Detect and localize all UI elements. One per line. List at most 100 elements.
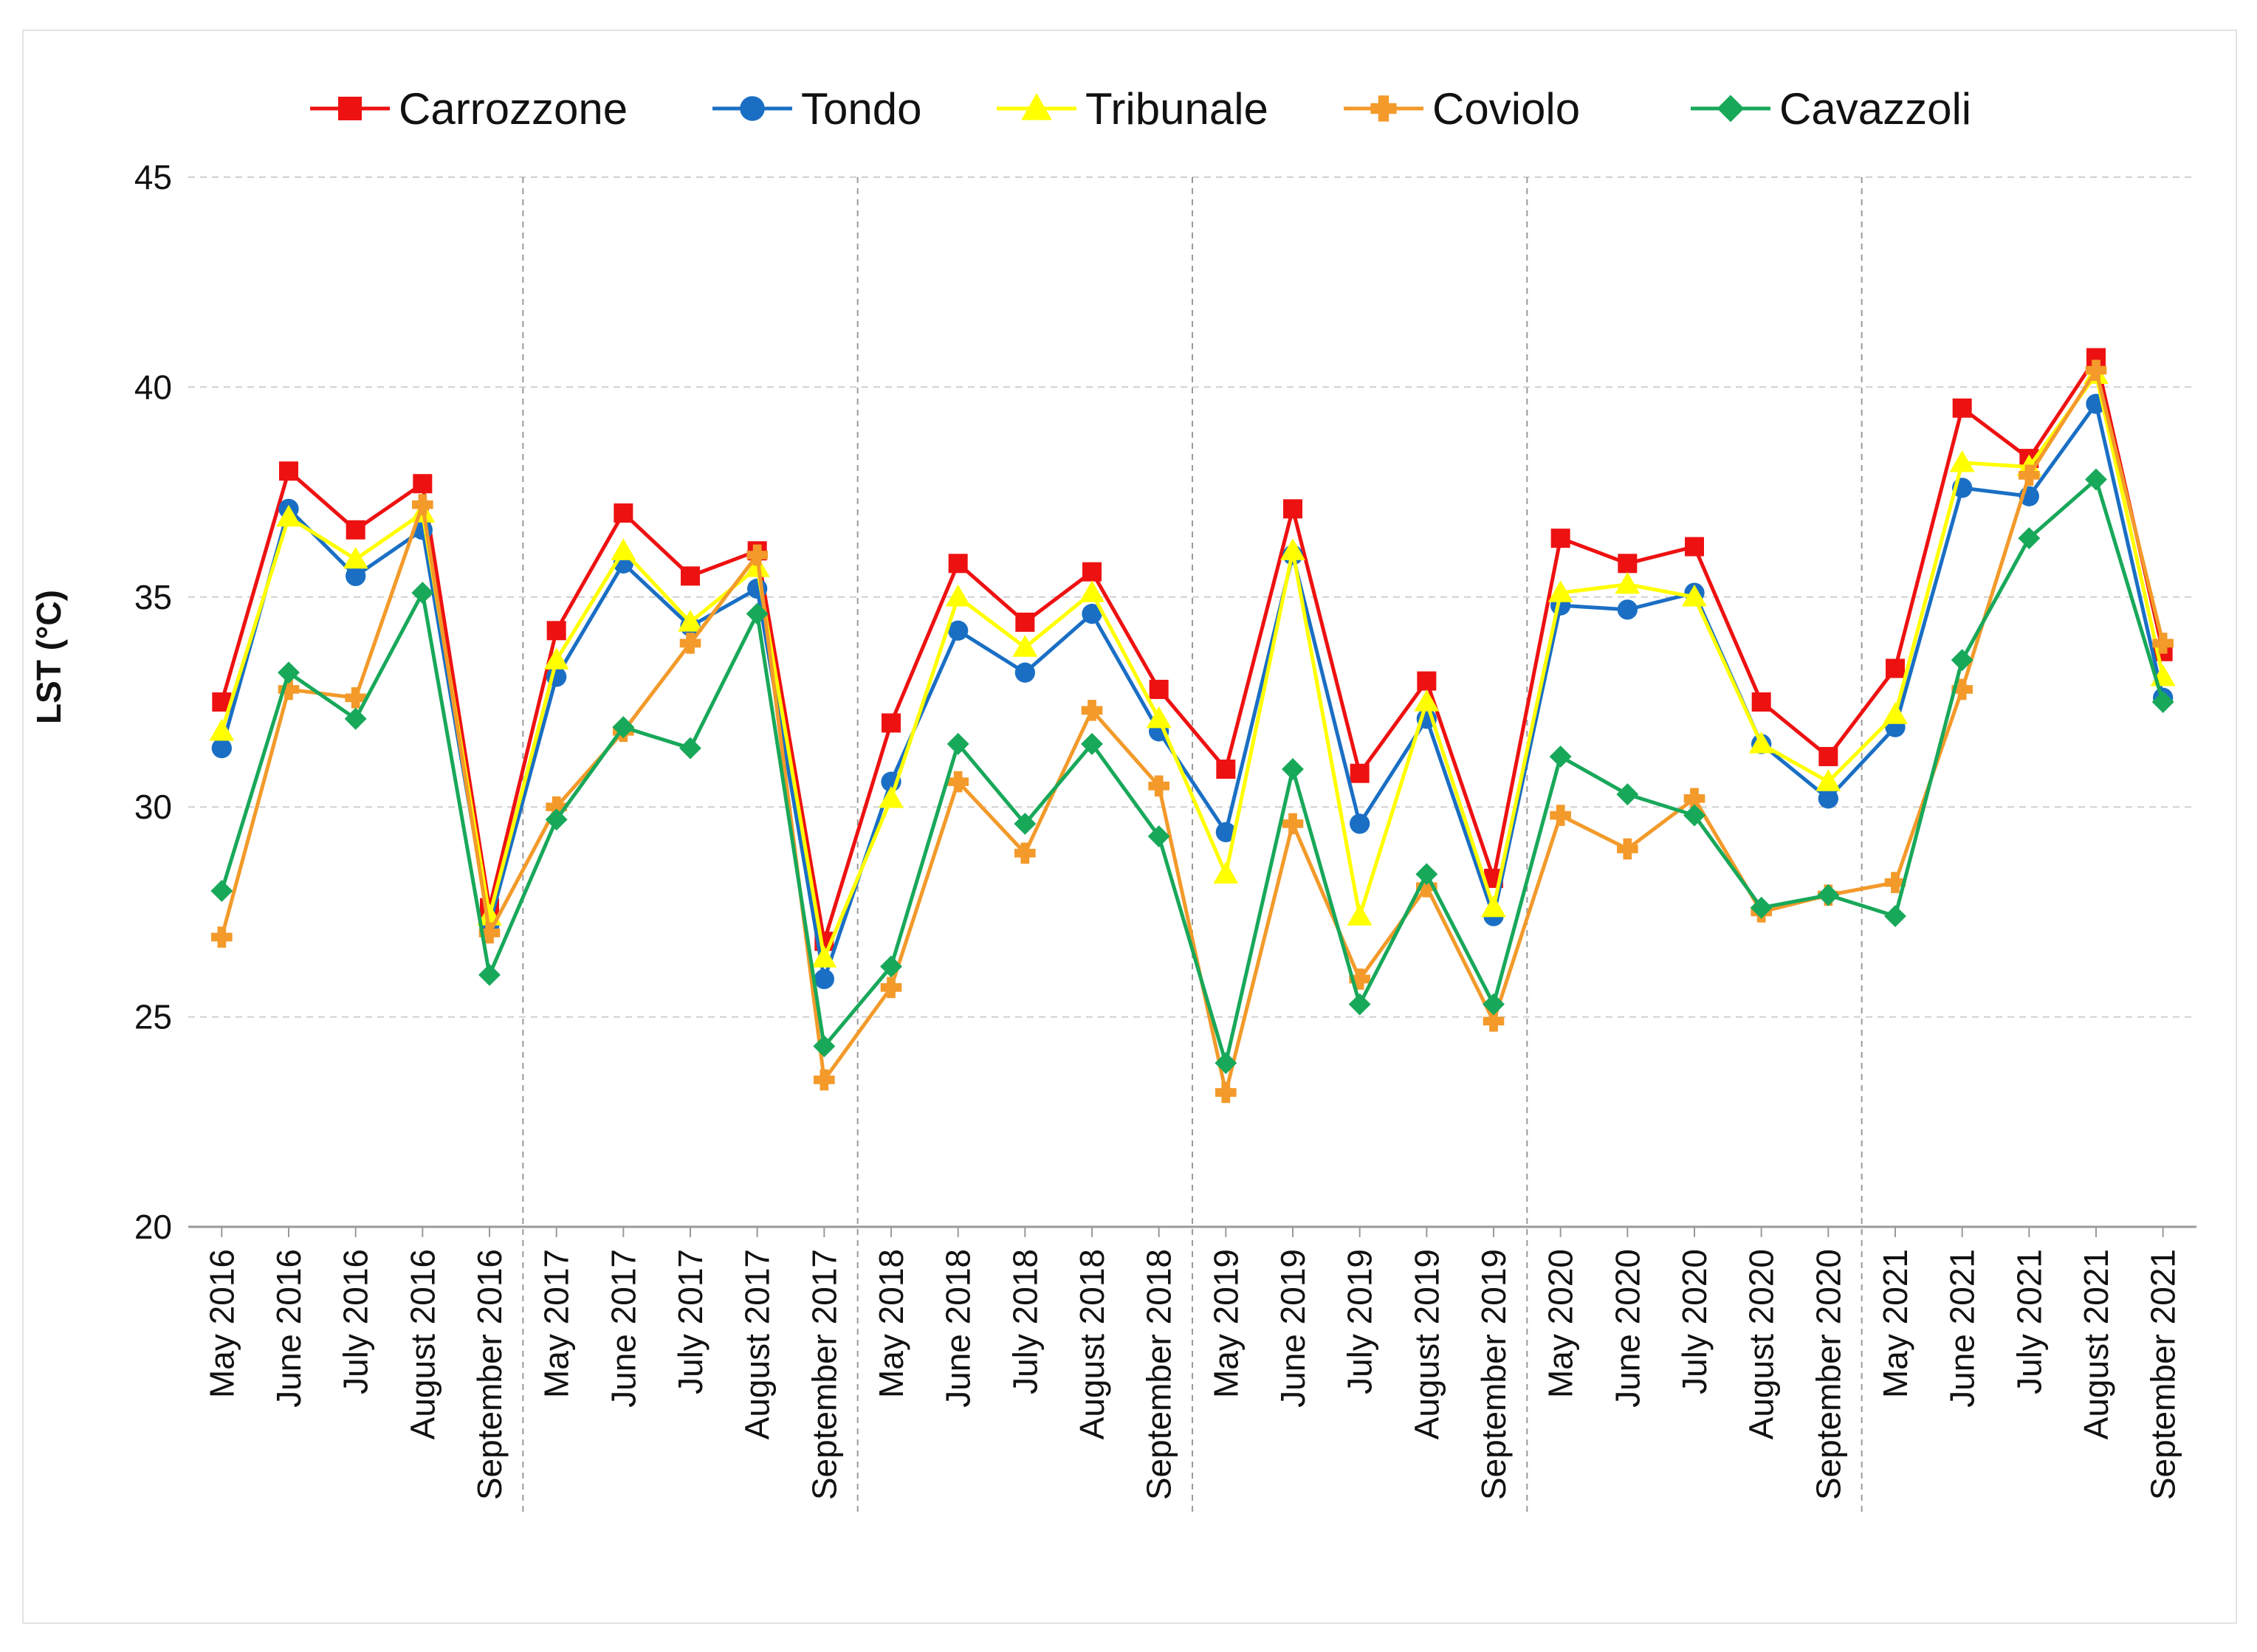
- data-point-coviolo: [1282, 813, 1304, 835]
- data-point-coviolo: [345, 687, 366, 709]
- data-point-tribunale: [1146, 706, 1172, 729]
- data-point-carrozzone: [1952, 398, 1972, 418]
- data-point-coviolo: [1081, 700, 1103, 721]
- data-point-coviolo: [1416, 875, 1437, 898]
- y-tick-label: 40: [134, 368, 172, 406]
- data-point-tondo: [747, 578, 768, 599]
- data-point-cavazzoli: [1817, 884, 1840, 906]
- data-point-coviolo: [947, 771, 969, 793]
- data-point-tribunale: [1547, 580, 1573, 602]
- legend-item-cavazzoli: Cavazzoli: [1691, 84, 1971, 134]
- data-point-coviolo: [814, 1069, 835, 1091]
- data-point-cavazzoli: [1415, 863, 1438, 886]
- data-point-tondo: [211, 737, 232, 759]
- series-coviolo: [211, 359, 2174, 1104]
- x-tick-label: September 2017: [805, 1249, 843, 1500]
- legend-label: Coviolo: [1432, 84, 1580, 134]
- data-point-cavazzoli: [1951, 649, 1973, 672]
- data-point-cavazzoli: [1282, 758, 1304, 780]
- x-tick-label: September 2019: [1474, 1249, 1513, 1500]
- x-tick-label: July 2017: [671, 1249, 710, 1394]
- legend-marker-tribunale: [1021, 93, 1052, 120]
- data-point-carrozzone: [1751, 692, 1771, 712]
- data-point-carrozzone: [1283, 499, 1302, 519]
- data-point-cavazzoli: [1014, 813, 1037, 835]
- series-line-tondo: [219, 402, 2165, 981]
- legend-item-tribunale: Tribunale: [997, 84, 1268, 134]
- y-tick-label: 25: [134, 998, 172, 1036]
- data-point-tondo: [1082, 603, 1102, 624]
- data-point-tondo: [948, 620, 969, 641]
- data-point-carrozzone: [1886, 658, 1905, 678]
- data-point-coviolo: [1014, 842, 1036, 864]
- data-point-coviolo: [679, 633, 701, 654]
- data-point-cavazzoli: [344, 707, 367, 730]
- data-point-cavazzoli: [2018, 527, 2041, 550]
- data-point-tondo: [1014, 662, 1035, 683]
- legend-marker-tondo: [740, 96, 765, 121]
- data-point-coviolo: [1349, 968, 1370, 990]
- data-point-tribunale: [1414, 689, 1440, 712]
- data-point-carrozzone: [1149, 679, 1169, 699]
- data-point-tribunale: [945, 584, 971, 607]
- x-tick-label: September 2020: [1809, 1249, 1847, 1500]
- series-line-tribunale: [219, 372, 2165, 960]
- x-tick-label: May 2016: [202, 1249, 241, 1398]
- legend-marker-carrozzone: [338, 97, 362, 120]
- data-point-coviolo: [1617, 838, 1638, 860]
- data-point-tondo: [1818, 788, 1838, 809]
- data-point-carrozzone: [279, 461, 298, 481]
- data-point-coviolo: [2019, 464, 2040, 486]
- data-point-coviolo: [2085, 359, 2107, 381]
- data-point-coviolo: [1683, 788, 1705, 810]
- data-point-cavazzoli: [1616, 783, 1639, 806]
- x-tick-label: May 2019: [1206, 1249, 1245, 1398]
- data-point-coviolo: [746, 544, 768, 566]
- series-line-cavazzoli: [219, 478, 2165, 1065]
- data-point-tribunale: [1682, 584, 1707, 607]
- data-point-cavazzoli: [1215, 1052, 1237, 1075]
- x-tick-label: September 2018: [1140, 1249, 1178, 1500]
- data-point-tribunale: [1615, 571, 1641, 594]
- legend-label: Tondo: [801, 84, 921, 134]
- x-tick-label: May 2018: [872, 1249, 910, 1398]
- data-point-tribunale: [1012, 635, 1038, 657]
- data-point-carrozzone: [546, 621, 566, 641]
- x-tick-label: June 2016: [269, 1249, 308, 1408]
- x-tick-label: August 2020: [1742, 1249, 1781, 1439]
- x-tick-label: August 2016: [403, 1249, 442, 1439]
- series-line-coviolo: [219, 368, 2165, 1095]
- x-tick-label: July 2019: [1341, 1249, 1379, 1394]
- data-point-tribunale: [1079, 580, 1105, 602]
- data-point-coviolo: [1884, 872, 1906, 893]
- data-point-coviolo: [278, 678, 300, 701]
- data-point-tribunale: [1949, 450, 1975, 472]
- data-point-coviolo: [412, 494, 433, 515]
- x-tick-label: May 2021: [1876, 1249, 1914, 1398]
- data-point-cavazzoli: [679, 737, 701, 760]
- data-point-cavazzoli: [278, 661, 300, 684]
- legend-item-tondo: Tondo: [712, 84, 921, 134]
- data-point-tribunale: [543, 647, 569, 670]
- data-point-cavazzoli: [1683, 804, 1705, 827]
- data-point-coviolo: [1951, 678, 1973, 701]
- legend-marker-cavazzoli: [1717, 94, 1745, 123]
- y-tick-label: 35: [134, 578, 172, 616]
- legend-item-coviolo: Coviolo: [1344, 84, 1580, 134]
- data-point-carrozzone: [346, 520, 365, 540]
- data-point-cavazzoli: [411, 582, 434, 605]
- series-line-carrozzone: [219, 356, 2165, 943]
- data-point-carrozzone: [1015, 612, 1035, 632]
- data-point-coviolo: [1483, 1010, 1505, 1032]
- x-tick-label: July 2021: [2010, 1249, 2048, 1394]
- data-point-tondo: [1350, 813, 1370, 834]
- y-tick-label: 45: [134, 158, 172, 196]
- y-axis-title: LST (°C): [30, 590, 68, 724]
- data-point-carrozzone: [413, 474, 433, 494]
- data-point-carrozzone: [1082, 562, 1102, 582]
- data-point-cavazzoli: [1081, 732, 1103, 755]
- data-point-tribunale: [1347, 904, 1373, 926]
- data-point-cavazzoli: [1549, 745, 1572, 768]
- data-point-cavazzoli: [1750, 896, 1773, 919]
